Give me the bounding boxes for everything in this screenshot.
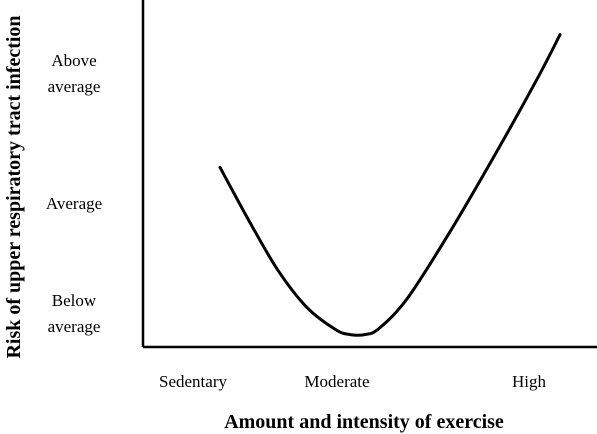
- y-tick-label: Below average: [48, 291, 101, 336]
- x-tick-labels: Sedentary Moderate High: [159, 372, 546, 391]
- y-tick-label: Average: [46, 194, 102, 213]
- y-tick-labels: Below average Average Above average: [46, 51, 102, 336]
- x-axis-title: Amount and intensity of exercise: [224, 411, 504, 433]
- risk-curve: [218, 33, 562, 337]
- y-tick-label: Above average: [48, 51, 101, 96]
- x-tick-label: High: [512, 372, 547, 391]
- y-axis-title: Risk of upper respiratory tract infectio…: [3, 15, 25, 358]
- x-tick-label: Moderate: [304, 372, 369, 391]
- x-tick-label: Sedentary: [159, 372, 227, 391]
